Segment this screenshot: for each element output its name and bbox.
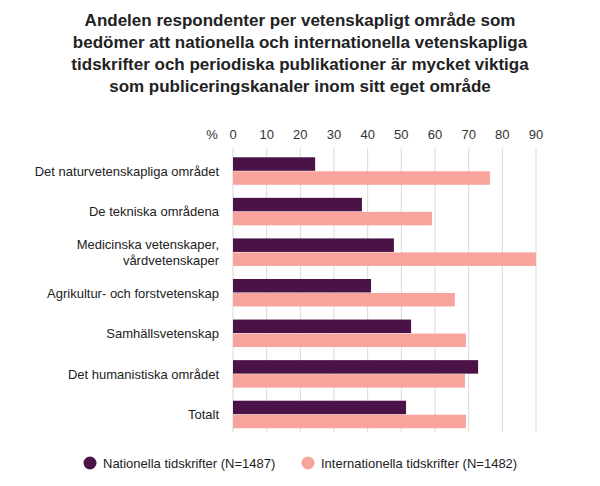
bar [233, 279, 371, 293]
legend-marker [302, 457, 315, 470]
bar [233, 360, 478, 374]
bars [233, 157, 536, 428]
bar [233, 374, 465, 388]
grid-line [536, 148, 537, 432]
chart-svg: Andelen respondenter per vetenskapligt o… [0, 0, 600, 486]
bar [233, 171, 490, 185]
category-label: Samhällsvetenskap [106, 326, 219, 341]
grid-line [468, 148, 469, 432]
category-label: Agrikultur- och forstvetenskap [47, 286, 219, 301]
category-label: Totalt [188, 407, 219, 422]
legend-marker [84, 457, 97, 470]
bar [233, 212, 432, 226]
tick-label: 50 [394, 127, 408, 142]
bar [233, 334, 466, 348]
title: Andelen respondenter per vetenskapligt o… [71, 11, 529, 96]
tick-label: 40 [360, 127, 374, 142]
bar [233, 252, 536, 266]
bar [233, 415, 466, 429]
legend-label: Internationella tidskrifter (N=1482) [321, 456, 517, 471]
bar [233, 320, 411, 334]
tick-label: 70 [461, 127, 475, 142]
legend-label: Nationella tidskrifter (N=1487) [103, 456, 275, 471]
chart-root: Andelen respondenter per vetenskapligt o… [0, 0, 600, 486]
grid-line [401, 148, 402, 432]
bar [233, 293, 455, 307]
bar [233, 401, 406, 415]
tick-label: 10 [259, 127, 273, 142]
tick-label: 80 [495, 127, 509, 142]
bar [233, 157, 315, 171]
bar [233, 198, 362, 212]
tick-label: 20 [293, 127, 307, 142]
tick-label: 30 [327, 127, 341, 142]
category-label: De tekniska områdena [89, 204, 220, 219]
grid-line [435, 148, 436, 432]
grid-line [502, 148, 503, 432]
tick-label: 0 [229, 127, 236, 142]
tick-label: 60 [428, 127, 442, 142]
tick-label: 90 [529, 127, 543, 142]
bar [233, 238, 394, 252]
category-label: Medicinska vetenskaper,vårdvetenskaper [77, 237, 220, 268]
category-label: Det naturvetenskapliga området [35, 164, 220, 179]
axis-label: % [206, 127, 218, 142]
category-label: Det humanistiska området [68, 367, 219, 382]
